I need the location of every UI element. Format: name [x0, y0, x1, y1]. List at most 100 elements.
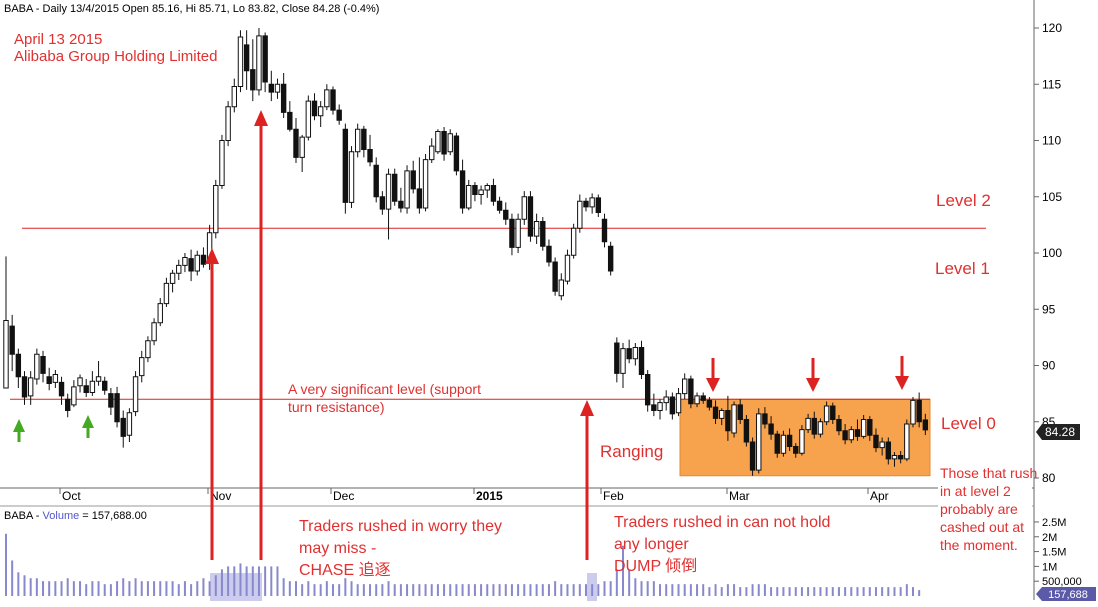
date-tick-label: Apr: [870, 489, 889, 503]
candle: [564, 249, 571, 285]
volume-bar: [85, 584, 88, 596]
price-tick-label: 80: [1042, 471, 1056, 485]
volume-bar: [220, 569, 223, 596]
candle: [398, 187, 404, 213]
candle: [176, 259, 182, 280]
candle: [904, 419, 910, 462]
volume-bar: [264, 566, 267, 596]
candle: [182, 253, 188, 273]
candle: [9, 314, 15, 372]
volume-bars: [5, 533, 921, 596]
volume-header: BABA - Volume = 157,688.00: [4, 510, 147, 522]
candle: [58, 376, 65, 405]
volume-bar: [763, 584, 766, 596]
volume-bar: [387, 581, 390, 596]
dump-note-2: any longer: [614, 536, 689, 553]
last-volume-label: 157,688: [1048, 589, 1088, 601]
volume-bar: [208, 581, 211, 596]
volume-bar: [486, 584, 489, 596]
candle: [546, 239, 552, 267]
price-tick-label: 100: [1042, 246, 1062, 260]
date-tick-label: Mar: [729, 489, 750, 503]
volume-bar: [455, 584, 458, 596]
volume-bar: [165, 581, 168, 596]
candle: [441, 127, 447, 161]
candle: [447, 129, 453, 156]
dump-note-3: DUMP 倾倒: [614, 557, 697, 575]
candle: [385, 168, 392, 240]
volume-bar: [850, 587, 853, 596]
volume-bar: [523, 584, 526, 596]
volume-bar: [338, 584, 341, 596]
candle: [626, 339, 632, 364]
volume-bar: [35, 578, 38, 596]
volume-bar: [424, 584, 427, 596]
volume-tick-label: 2M: [1042, 532, 1057, 544]
volume-bar: [239, 563, 242, 596]
volume-header-value: = 157,688.00: [79, 510, 147, 522]
candle: [478, 185, 484, 205]
date-tick-label: Oct: [62, 489, 81, 503]
price-tick-label: 115: [1042, 77, 1061, 91]
volume-bar: [874, 587, 877, 596]
candle: [756, 408, 762, 474]
candle: [354, 123, 361, 158]
volume-bar: [807, 587, 810, 596]
candle: [21, 371, 28, 405]
candle: [373, 157, 379, 203]
candle: [540, 217, 546, 251]
volume-bar: [887, 587, 890, 596]
volume-bar: [319, 584, 322, 596]
volume-bar: [29, 578, 32, 596]
candle: [867, 416, 873, 441]
volume-bar: [66, 578, 69, 596]
volume-bar: [825, 587, 828, 596]
candlesticks: [3, 28, 929, 476]
volume-bar: [905, 584, 908, 596]
candle: [663, 390, 669, 411]
volume-bar: [159, 581, 162, 596]
volume-bar: [893, 587, 896, 596]
volume-bar: [393, 584, 396, 596]
rush-note-5: the moment.: [940, 537, 1018, 553]
candle: [891, 452, 898, 467]
candle: [638, 340, 645, 379]
volume-bar: [356, 584, 359, 596]
candle: [669, 392, 676, 420]
volume-bar: [461, 584, 464, 596]
candle: [15, 348, 22, 388]
candle: [472, 182, 478, 202]
level-2-label: Level 2: [936, 191, 991, 210]
volume-tick-label: 2.5M: [1042, 517, 1066, 529]
volume-bar: [116, 581, 119, 596]
candle: [675, 388, 682, 417]
candle: [157, 298, 163, 327]
volume-bar: [91, 581, 94, 596]
rush-note-background: [938, 462, 1032, 556]
level-1-label: Level 1: [935, 259, 990, 278]
volume-tick-label: 500,000: [1042, 576, 1082, 588]
candle: [515, 213, 521, 253]
candle: [558, 273, 564, 301]
candle: [40, 350, 46, 383]
volume-bar: [634, 578, 637, 596]
volume-bar: [831, 587, 834, 596]
candle: [737, 399, 743, 424]
volume-bar: [48, 581, 51, 596]
volume-bar: [708, 587, 711, 596]
candle: [163, 277, 170, 307]
candle: [836, 415, 842, 436]
level-0-label: Level 0: [941, 414, 996, 433]
candle: [682, 373, 688, 400]
candle: [589, 193, 595, 214]
candle: [774, 430, 780, 458]
volume-bar: [381, 584, 384, 596]
volume-bar: [646, 581, 649, 596]
volume-bar: [733, 584, 736, 596]
volume-bar: [146, 581, 149, 596]
candle: [879, 437, 885, 456]
volume-bar: [412, 584, 415, 596]
volume-bar: [60, 581, 63, 596]
